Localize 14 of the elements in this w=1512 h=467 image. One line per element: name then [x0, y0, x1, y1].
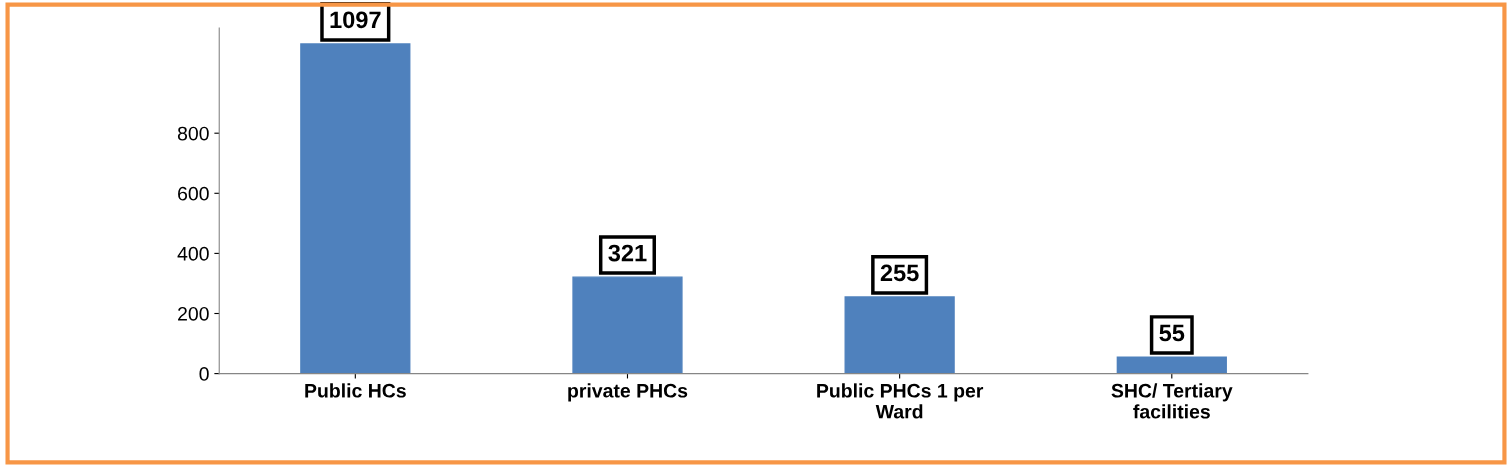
data-label: 1097 — [330, 11, 381, 29]
y-tick-label: 0 — [199, 367, 209, 381]
y-tick-label: 800 — [177, 126, 209, 141]
data-label: 55 — [1159, 324, 1185, 342]
y-tick-label: 200 — [178, 306, 209, 321]
y-tick-label: 400 — [177, 246, 209, 261]
x-tick-label: private PHCs — [568, 383, 688, 402]
data-label: 255 — [880, 264, 919, 282]
bar — [1116, 356, 1227, 374]
y-tick-label: 600 — [178, 186, 209, 201]
x-tick-label: Public PHCs 1 per Ward — [817, 383, 984, 419]
x-tick-label: Public HCs — [305, 383, 406, 398]
x-tick-label: SHC/ Tertiary facilities — [1111, 383, 1233, 419]
data-label: 321 — [608, 244, 647, 262]
